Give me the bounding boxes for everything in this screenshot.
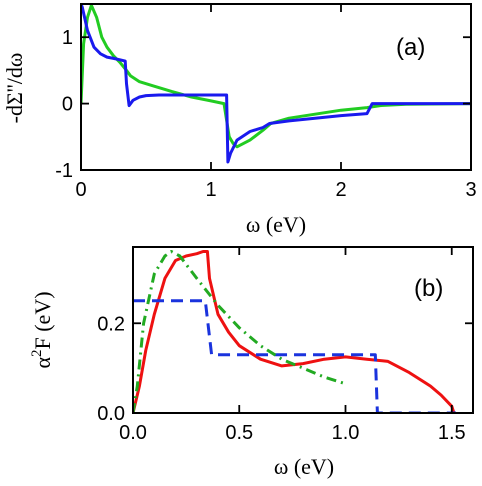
panel-a: 0 1 2 3-101 (a) ω (eV) -dΣ''/dω: [2, 3, 477, 237]
panel-b-xtick-label: 1.5: [438, 422, 466, 444]
panel-a-ticks: 0 1 2 3-101: [55, 4, 477, 201]
panel-b-xtick-label: 1.0: [332, 422, 360, 444]
panel-a-xlabel: ω (eV): [246, 212, 306, 237]
panel-b-xlabel: ω (eV): [274, 454, 334, 479]
panel-a-label: (a): [396, 34, 425, 61]
panel-a-frame: [80, 3, 472, 171]
panel-b-xtick-label: 0.0: [119, 422, 147, 444]
panel-b-ylabel-rest: F (eV): [30, 291, 55, 349]
panel-a-series-0-line: [81, 4, 471, 149]
panel-a-xtick-label: 0: [75, 179, 86, 201]
panel-b-ytick-label: 0.2: [97, 313, 125, 335]
panel-b-series-0-line: [133, 250, 456, 413]
panel-a-xtick-label: 3: [465, 179, 476, 201]
panel-a-ytick-label: -1: [55, 160, 73, 182]
panel-b-ylabel-sup: 2: [29, 350, 45, 358]
panel-a-ytick-label: 1: [62, 27, 73, 49]
panel-b-xtick-label: 0.5: [225, 422, 253, 444]
panel-a-series-group: [81, 4, 471, 164]
panel-b-ylabel: α2F (eV): [29, 291, 55, 368]
panel-b-series-group: [133, 250, 456, 413]
panel-a-xtick-label: 2: [335, 179, 346, 201]
panel-b-frame: [132, 246, 474, 414]
panel-a-ytick-label: 0: [62, 94, 73, 116]
panel-a-ylabel: -dΣ''/dω: [2, 53, 27, 124]
panel-a-xtick-label: 1: [205, 179, 216, 201]
panel-a-series-1-line: [81, 4, 471, 164]
panel-b-ticks: 0.0 0.5 1.0 1.5 0.0 0.2: [97, 247, 473, 444]
panel-b-series-1-line: [133, 299, 456, 413]
panel-b: 0.0 0.5 1.0 1.5 0.0 0.2 (b) ω (eV) α2F (eV): [29, 246, 474, 479]
panel-b-series-2-line: [133, 250, 346, 413]
panel-b-ytick-label: 0.0: [97, 403, 125, 425]
panel-b-label: (b): [414, 275, 443, 302]
panel-b-ylabel-base: α: [30, 357, 55, 369]
